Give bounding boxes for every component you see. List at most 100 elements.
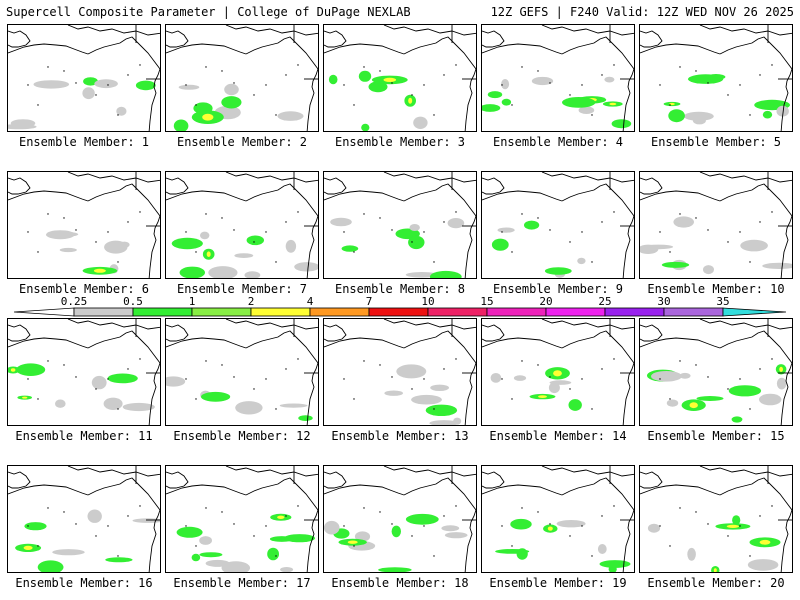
island-dot [591, 261, 593, 263]
island-dot [727, 241, 729, 243]
island-dot [581, 84, 583, 86]
parameter-blob-high [93, 268, 106, 273]
coastline-layer [640, 319, 792, 425]
coastline [403, 477, 476, 511]
coastline [324, 484, 405, 496]
parameter-blob [776, 105, 789, 117]
coastline [8, 471, 31, 489]
parameter-blob [762, 110, 773, 119]
parameter-blob [687, 547, 696, 561]
island-dot [275, 114, 277, 116]
parameter-blob [107, 373, 138, 384]
coastline-layer [640, 466, 792, 572]
parameter-blob [176, 526, 203, 538]
coastline [225, 25, 318, 36]
parameter-blob-high [726, 524, 739, 528]
island-dot [549, 376, 551, 378]
parameter-blob [199, 552, 223, 558]
island-dot [353, 104, 355, 106]
parameter-blob [524, 220, 540, 230]
island-dot [363, 213, 365, 215]
coastline [482, 30, 505, 48]
island-dot [37, 545, 39, 547]
map-title: Supercell Composite Parameter | College … [6, 5, 411, 19]
coastline [622, 68, 634, 131]
parameter-blob [235, 401, 263, 415]
island-dot [221, 217, 223, 219]
ensemble-member-label: Ensemble Member: 17 [173, 576, 311, 590]
parameter-blob-high [23, 545, 33, 550]
parameter-blob [178, 84, 200, 90]
parameter-blob [441, 525, 460, 532]
ensemble-member-label: Ensemble Member: 2 [176, 135, 308, 149]
colorbar-segment [545, 307, 606, 317]
island-dot [195, 104, 197, 106]
coastline [245, 477, 318, 511]
ensemble-member-label: Ensemble Member: 6 [18, 282, 150, 296]
parameter-fill-layer [324, 513, 468, 572]
parameter-blob [411, 394, 442, 405]
parameter-blob-high [408, 97, 413, 104]
parameter-blob [444, 532, 468, 539]
parameter-fill-layer [171, 231, 318, 278]
parameter-blob-high [779, 366, 783, 372]
member-map-svg [640, 466, 792, 572]
ensemble-member-map [7, 24, 161, 132]
island-dot [423, 231, 425, 233]
coastline [324, 177, 347, 195]
coastline [482, 324, 505, 342]
island-dot [727, 535, 729, 537]
coastline-layer [482, 319, 634, 425]
member-map-svg [8, 319, 160, 425]
parameter-blob [279, 403, 308, 408]
parameter-fill-layer [640, 216, 792, 275]
coastline [383, 319, 476, 330]
member-map-svg [166, 172, 318, 278]
parameter-blob [405, 513, 439, 525]
coastline [148, 362, 160, 425]
island-dot [285, 74, 287, 76]
colorbar-tick-label: 0.5 [123, 295, 143, 308]
island-dot [411, 535, 413, 537]
parameter-blob [497, 227, 515, 233]
island-dot [139, 64, 141, 66]
coastline [87, 477, 160, 511]
member-map-svg [8, 172, 160, 278]
island-dot [695, 217, 697, 219]
ensemble-member-label: Ensemble Member: 11 [15, 429, 153, 443]
parameter-blob [285, 239, 297, 253]
coastline [640, 337, 721, 349]
parameter-blob [208, 266, 238, 278]
island-dot [265, 525, 267, 527]
island-dot [205, 360, 207, 362]
island-dot [275, 555, 277, 557]
coastline [403, 36, 476, 70]
island-dot [749, 261, 751, 263]
parameter-blob [191, 553, 201, 562]
island-dot [379, 511, 381, 513]
parameter-blob [55, 399, 66, 408]
parameter-blob [597, 544, 607, 554]
coastline-layer [324, 319, 476, 425]
colorbar-tick-label: 7 [366, 295, 373, 308]
parameter-blob [396, 364, 427, 379]
parameter-fill-layer [663, 74, 790, 125]
island-dot [771, 358, 773, 360]
member-map-svg [324, 319, 476, 425]
parameter-blob [221, 96, 242, 109]
parameter-blob [482, 104, 501, 112]
parameter-blob [103, 397, 123, 410]
colorbar-segment [250, 307, 311, 317]
island-dot [521, 213, 523, 215]
island-dot [127, 515, 129, 517]
island-dot [679, 213, 681, 215]
parameter-blob [501, 79, 510, 90]
parameter-blob [728, 385, 762, 397]
island-dot [221, 511, 223, 513]
parameter-blob-high [713, 568, 717, 572]
member-map-svg [482, 319, 634, 425]
island-dot [679, 360, 681, 362]
island-dot [569, 241, 571, 243]
parameter-fill-layer [495, 518, 631, 572]
parameter-blob [599, 560, 631, 568]
